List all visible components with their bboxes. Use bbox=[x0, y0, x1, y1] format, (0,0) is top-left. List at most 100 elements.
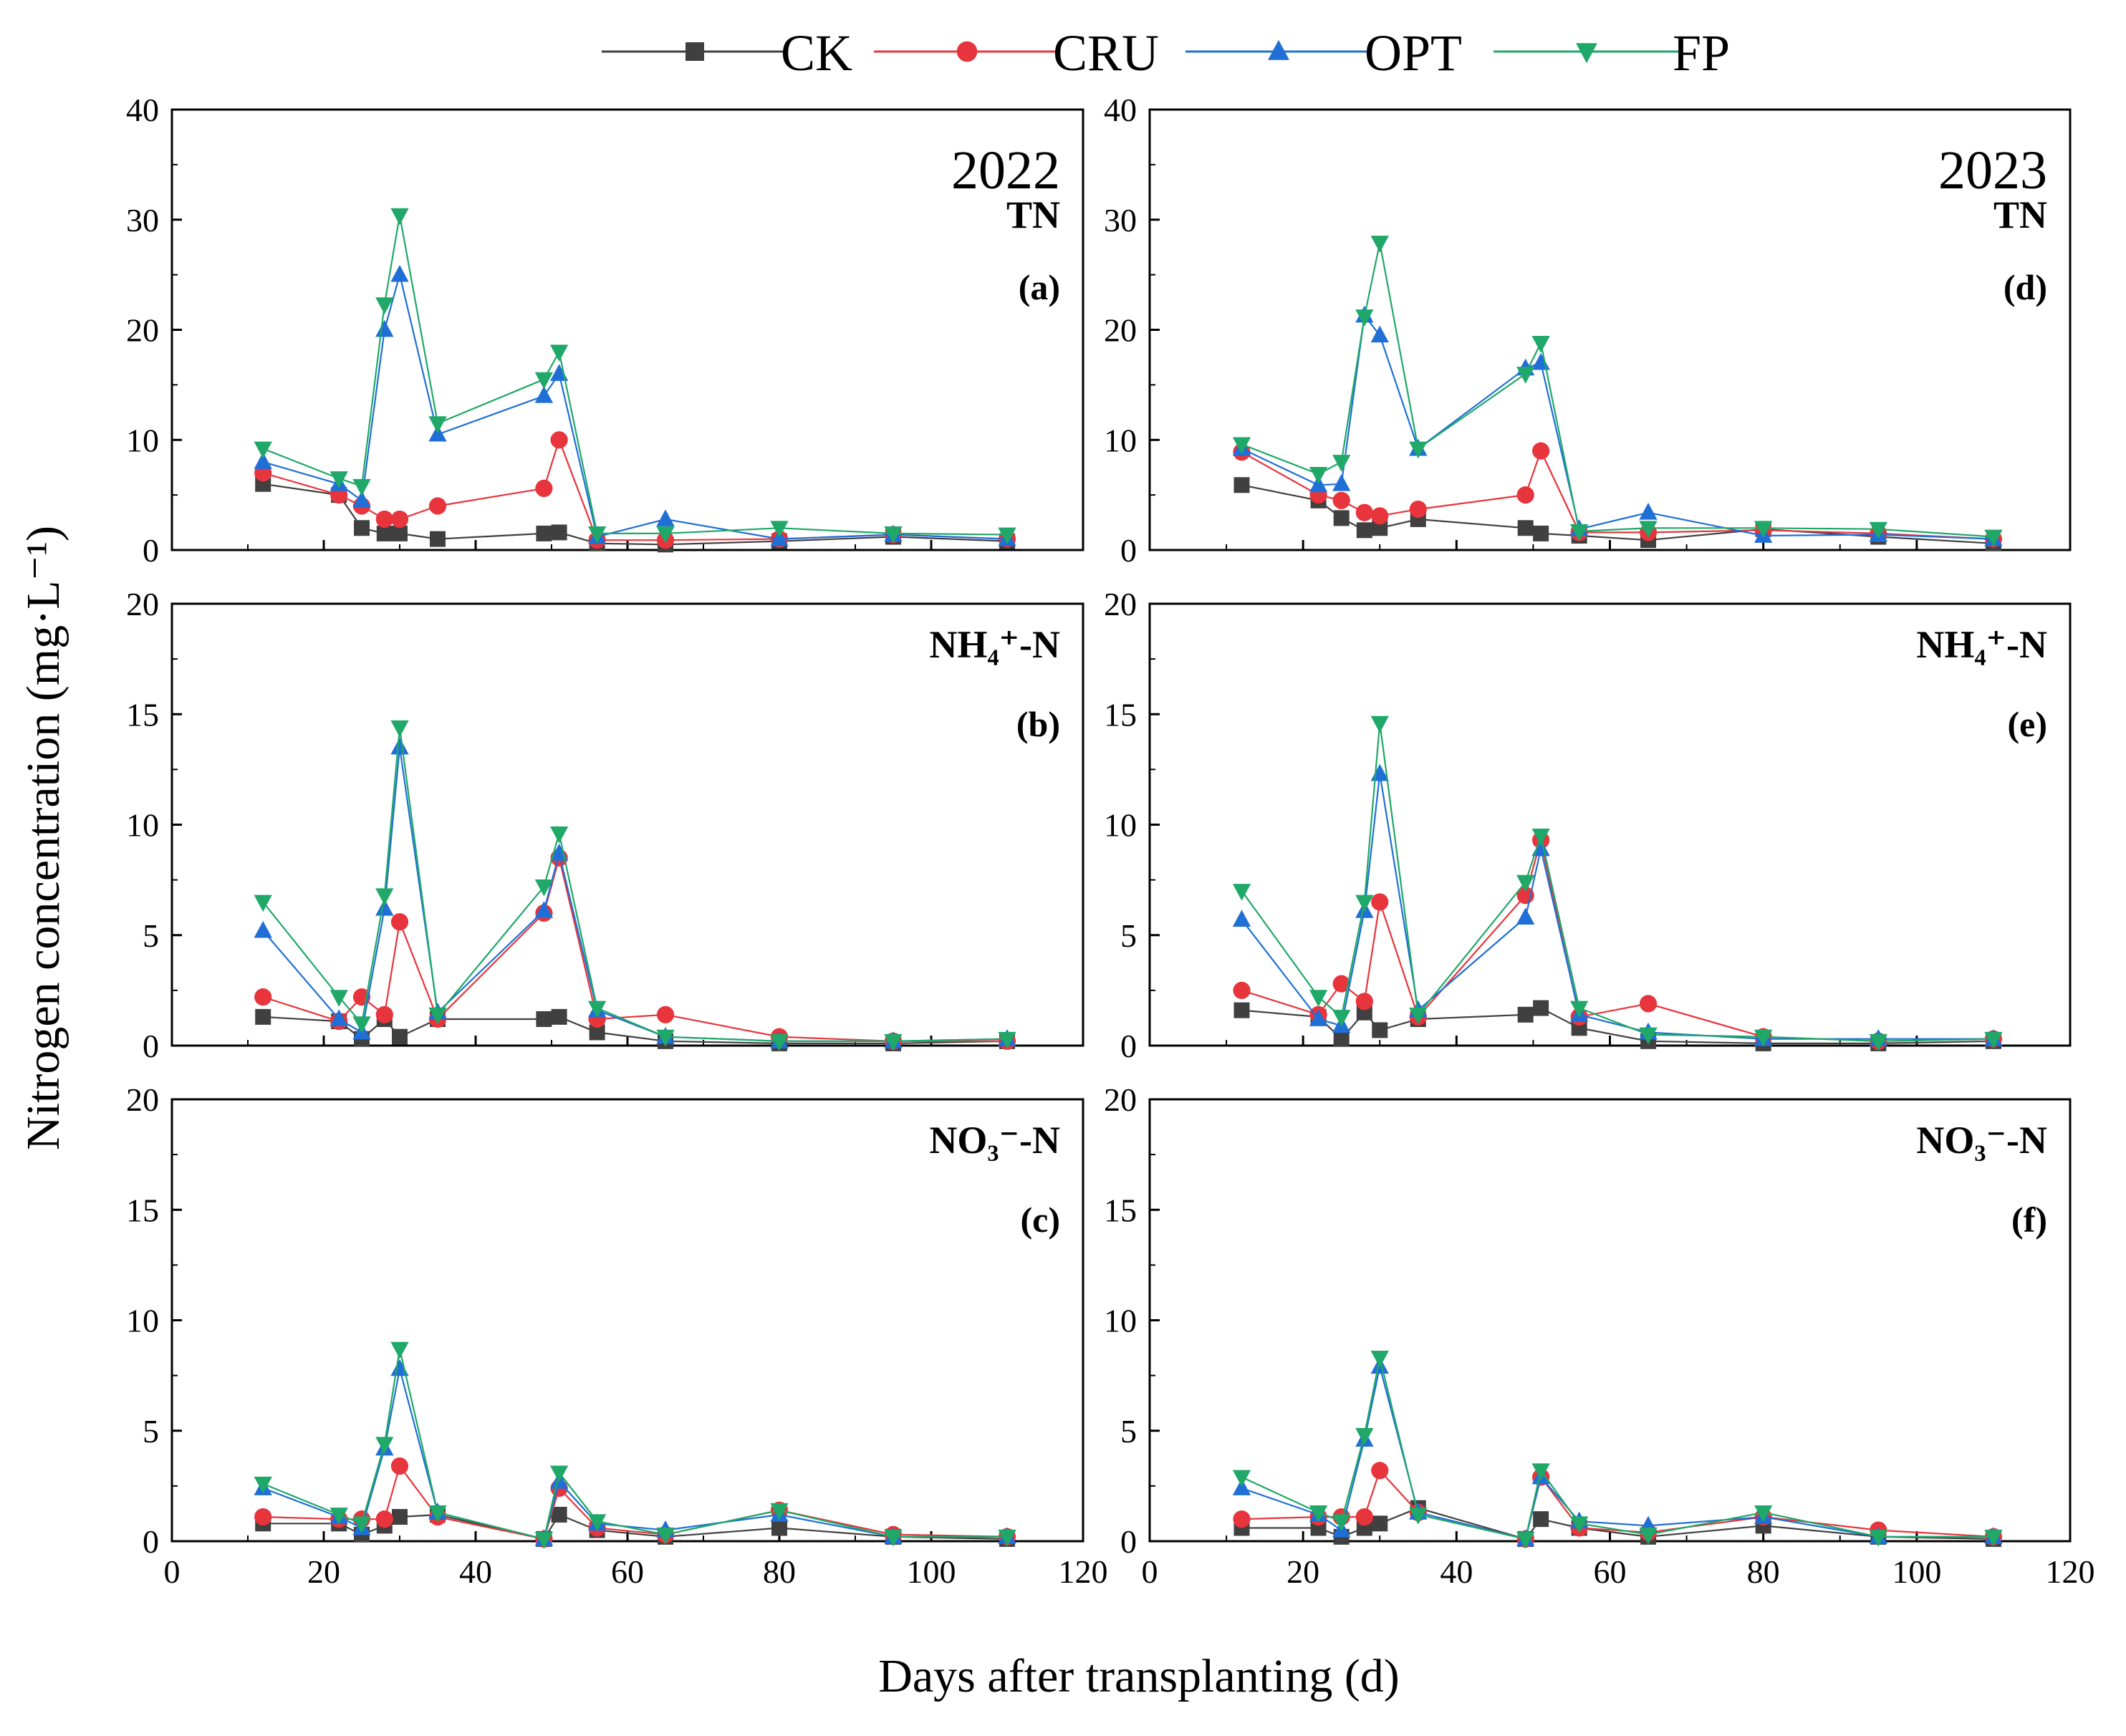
data-point bbox=[1309, 1505, 1328, 1523]
data-point bbox=[1516, 874, 1535, 892]
data-point bbox=[551, 1008, 567, 1025]
data-point bbox=[390, 510, 409, 529]
y-tick-label: 0 bbox=[143, 1523, 159, 1560]
plot-frame bbox=[1148, 108, 2072, 551]
data-point bbox=[1516, 1532, 1535, 1549]
data-point bbox=[884, 526, 903, 544]
data-point bbox=[549, 1465, 569, 1483]
year-label: 2022 bbox=[951, 140, 1060, 201]
y-axis-title: Nitrogen concentration (mg·L⁻¹) bbox=[17, 526, 69, 1150]
data-point bbox=[330, 1009, 348, 1026]
data-point bbox=[536, 1011, 552, 1027]
data-point bbox=[1531, 829, 1550, 846]
data-point bbox=[375, 510, 393, 529]
y-tick-label: 40 bbox=[1104, 92, 1137, 128]
series-line bbox=[262, 215, 1008, 536]
data-point bbox=[534, 372, 554, 390]
data-point bbox=[254, 441, 272, 459]
series-line bbox=[262, 274, 1008, 540]
series-fp bbox=[1232, 715, 2003, 1051]
y-tick-label: 20 bbox=[126, 1081, 159, 1118]
data-point bbox=[1517, 1006, 1534, 1023]
legend: CK CRU OPT FP bbox=[602, 24, 1730, 82]
data-point bbox=[1333, 1031, 1350, 1047]
data-point bbox=[375, 1006, 393, 1023]
data-point bbox=[1639, 521, 1658, 538]
panel-e: 0 5 10 15 20 NH₄⁺-N (e) bbox=[1104, 586, 2072, 1064]
data-point bbox=[1232, 1470, 1251, 1487]
series-opt bbox=[1232, 763, 2003, 1046]
data-point bbox=[536, 525, 552, 541]
data-point bbox=[254, 452, 272, 469]
x-tick-label: 100 bbox=[1892, 1553, 1941, 1590]
data-point bbox=[430, 531, 446, 547]
data-point bbox=[549, 344, 569, 362]
legend-item-fp: FP bbox=[1494, 24, 1730, 82]
y-tick-label: 5 bbox=[1120, 1413, 1137, 1450]
data-point bbox=[1516, 367, 1535, 384]
x-tick-label: 60 bbox=[611, 1553, 644, 1590]
data-point bbox=[428, 497, 447, 515]
data-point bbox=[1533, 1511, 1549, 1528]
data-point bbox=[998, 1031, 1016, 1049]
data-point bbox=[1332, 474, 1351, 491]
data-point bbox=[1984, 529, 2003, 547]
x-tick-label: 120 bbox=[2046, 1553, 2095, 1590]
x-tick-label: 20 bbox=[1286, 1553, 1319, 1590]
y-tick-label: 0 bbox=[1120, 1028, 1137, 1064]
plot-frame bbox=[170, 602, 1084, 1047]
data-point bbox=[549, 826, 569, 844]
data-point bbox=[352, 478, 371, 496]
plot-frame bbox=[1148, 1098, 2072, 1543]
data-point bbox=[1333, 510, 1350, 526]
data-point bbox=[534, 386, 554, 403]
x-tick-label: 60 bbox=[1594, 1553, 1627, 1590]
data-point bbox=[1309, 467, 1328, 484]
series-opt bbox=[1232, 305, 2003, 546]
data-point bbox=[1639, 1527, 1658, 1545]
data-point bbox=[1409, 501, 1427, 519]
legend-marker bbox=[686, 42, 704, 61]
y-tick-label: 30 bbox=[1104, 202, 1137, 238]
x-tick-label: 40 bbox=[1440, 1553, 1473, 1590]
data-point bbox=[884, 1529, 903, 1547]
x-tick-label: 100 bbox=[907, 1553, 956, 1590]
data-point bbox=[254, 1508, 272, 1526]
data-point bbox=[1372, 1515, 1388, 1532]
data-point bbox=[770, 521, 789, 538]
data-point bbox=[589, 1024, 605, 1041]
data-point bbox=[1372, 1022, 1388, 1038]
legend-item-ck: CK bbox=[602, 24, 852, 82]
data-point bbox=[1332, 975, 1350, 993]
y-tick-label: 10 bbox=[1104, 807, 1137, 844]
data-point bbox=[255, 1008, 271, 1025]
data-point bbox=[884, 1033, 903, 1051]
data-point bbox=[254, 1476, 272, 1494]
data-point bbox=[1984, 1529, 2003, 1547]
data-point bbox=[1869, 521, 1887, 539]
data-point bbox=[390, 264, 409, 282]
x-tick-label: 80 bbox=[1747, 1553, 1780, 1590]
legend-label: FP bbox=[1673, 24, 1730, 82]
data-point bbox=[375, 319, 394, 337]
data-point bbox=[1531, 336, 1550, 353]
legend-label: OPT bbox=[1365, 24, 1462, 82]
y-tick-label: 0 bbox=[1120, 1523, 1137, 1560]
variable-label: NH₄⁺-N bbox=[1916, 623, 2047, 666]
data-point bbox=[375, 1510, 393, 1528]
panel-label: (c) bbox=[1021, 1200, 1061, 1240]
panel-b: 0 5 10 15 20 NH₄⁺-N (b) bbox=[126, 586, 1084, 1064]
plot-frame bbox=[170, 1098, 1084, 1543]
data-point bbox=[1332, 1009, 1351, 1027]
variable-label: NO₃⁻-N bbox=[1916, 1119, 2047, 1162]
y-tick-label: 20 bbox=[126, 586, 159, 622]
data-point bbox=[392, 1028, 408, 1045]
data-point bbox=[656, 1527, 675, 1545]
y-tick-label: 0 bbox=[1120, 532, 1137, 569]
data-point bbox=[770, 1503, 789, 1520]
data-point bbox=[1531, 1463, 1550, 1481]
panel-label: (d) bbox=[2004, 267, 2047, 307]
legend-item-opt: OPT bbox=[1185, 24, 1462, 82]
data-point bbox=[1355, 1428, 1374, 1445]
